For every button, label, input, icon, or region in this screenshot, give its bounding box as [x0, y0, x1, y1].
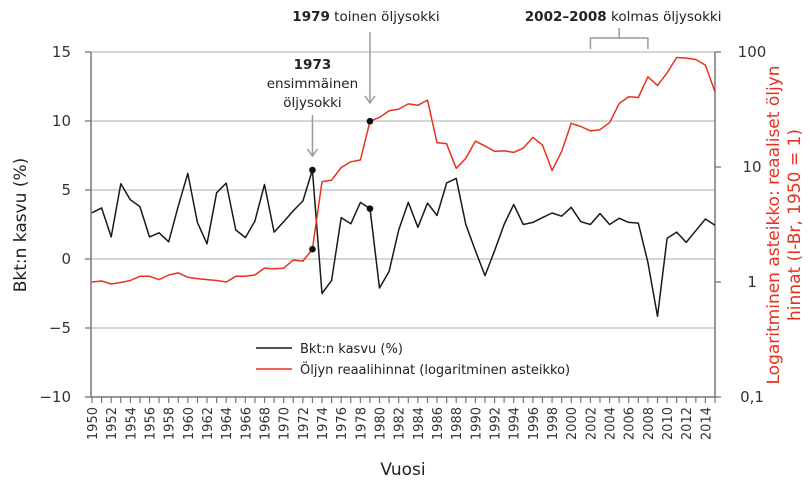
annotation-2002-2008: 2002–2008 kolmas öljysokki	[525, 9, 722, 25]
right-axis-label-line1: Logaritminen asteikko: reaaliset öljyn	[764, 65, 784, 384]
right-tick-label: 10	[742, 158, 761, 176]
x-tick-label: 2004	[604, 407, 619, 440]
x-tick-label: 1960	[182, 407, 197, 440]
x-tick-label: 1964	[220, 407, 235, 440]
x-tick-label: 2010	[661, 407, 676, 440]
arrow-1979-head	[364, 95, 376, 105]
x-tick-label: 1972	[297, 407, 312, 440]
left-tick-label: −5	[49, 319, 71, 337]
x-tick-label: 1950	[86, 407, 101, 440]
left-tick-label: 15	[52, 43, 71, 61]
legend-label: Öljyn reaalihinnat (logaritminen asteikk…	[300, 361, 570, 378]
x-tick-label: 1986	[431, 407, 446, 440]
x-tick-label: 1992	[489, 407, 504, 440]
x-tick-label: 1966	[239, 407, 254, 440]
left-axis-label: Bkt:n kasvu (%)	[11, 158, 31, 293]
left-tick-label: 10	[52, 112, 71, 130]
gridlines	[91, 51, 715, 329]
x-tick-label: 1978	[354, 407, 369, 440]
gdp-growth-line	[91, 169, 716, 318]
x-tick-label: 2000	[565, 407, 580, 440]
x-tick-label: 1956	[144, 407, 159, 440]
x-tick-label: 1994	[508, 407, 523, 440]
x-tick-label: 1984	[412, 407, 427, 440]
x-tick-label: 2008	[642, 407, 657, 440]
x-tick-label: 1962	[201, 407, 216, 440]
x-tick-label: 2002	[584, 407, 599, 440]
x-tick-label: 1990	[469, 407, 484, 440]
x-tick-label: 1952	[105, 407, 120, 440]
x-tick-label: 1980	[374, 407, 389, 440]
x-tick-label: 1976	[335, 407, 350, 440]
x-tick-label: 1968	[259, 407, 274, 440]
arrow-1973-head	[306, 148, 319, 158]
bracket-2002-2008	[589, 37, 649, 49]
x-tick-label: 1988	[450, 407, 465, 440]
annotations: 1973 ensimmäinen öljysokki 1979 toinen öljy…	[267, 9, 722, 158]
x-tick-label: 1974	[316, 407, 331, 440]
left-tick-label: −10	[39, 388, 71, 406]
axes: 15 10 5 0 −5 −10 100 10 1 0,1 1950 1952 1954 1956 1958…	[39, 43, 766, 440]
oil-point-1973	[309, 245, 316, 253]
x-tick-label: 1998	[546, 407, 561, 440]
oil-price-line	[91, 56, 716, 285]
gdp-point-1979	[366, 205, 374, 212]
legend: Bkt:n kasvu (%) Öljyn reaalihinnat (logar…	[256, 342, 570, 378]
x-tick-label: 2014	[699, 407, 714, 440]
right-tick-label: 1	[747, 273, 757, 291]
x-tick-label: 1970	[278, 407, 293, 440]
left-tick-label: 5	[61, 181, 71, 199]
gdp-point-1973	[309, 166, 316, 174]
x-tick-label: 2012	[680, 407, 695, 440]
annotation-1973-line2: öljysokki	[283, 95, 341, 111]
x-tick-label: 1982	[393, 407, 408, 440]
right-axis-label-line2: hinnat (I-Br, 1950 = 1)	[785, 129, 805, 321]
annotation-1979: 1979 toinen öljysokki	[292, 9, 439, 25]
x-tick-label: 1954	[124, 407, 139, 440]
left-tick-label: 0	[61, 250, 71, 268]
x-tick-label: 2006	[623, 407, 638, 440]
x-tick-label: 1996	[527, 407, 542, 440]
legend-label: Bkt:n kasvu (%)	[300, 342, 403, 357]
x-axis-label: Vuosi	[380, 460, 425, 480]
annotation-1973-line1: ensimmäinen	[267, 76, 358, 92]
annotation-1973-year: 1973	[294, 57, 332, 73]
x-tick-label: 1958	[163, 407, 178, 440]
series-lines	[91, 56, 716, 318]
oil-point-1979	[366, 117, 374, 125]
right-tick-label: 100	[738, 43, 767, 61]
right-tick-label: 0,1	[740, 388, 764, 406]
